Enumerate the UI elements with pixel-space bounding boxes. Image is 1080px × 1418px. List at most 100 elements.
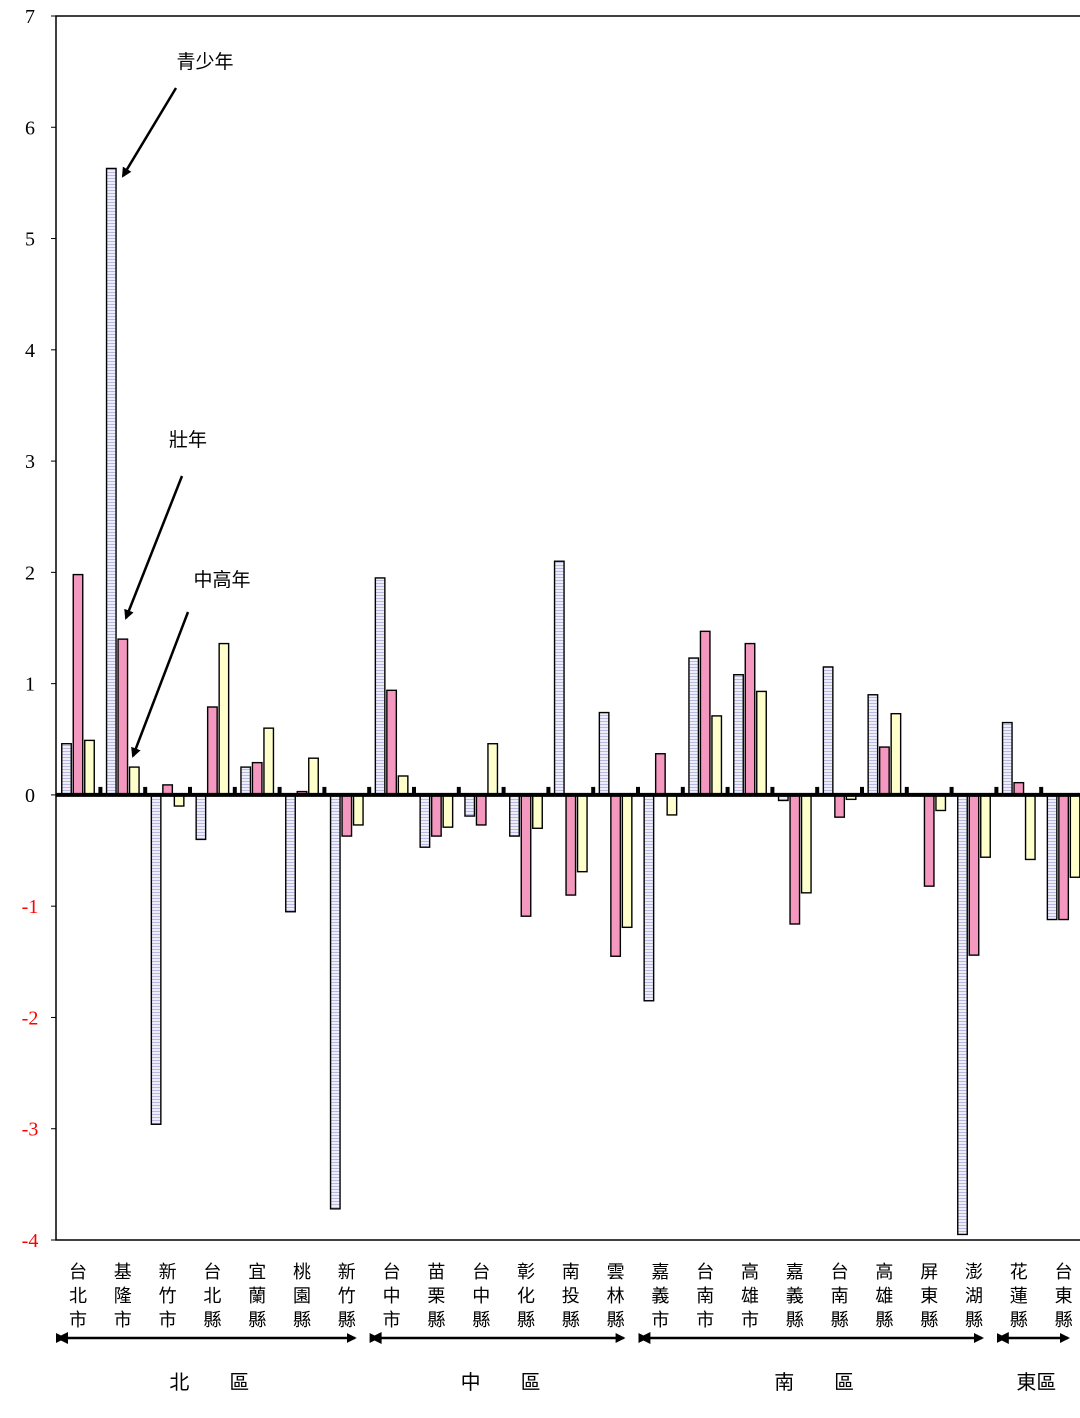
bar <box>150 794 162 1125</box>
axis-tick-mark <box>456 786 461 795</box>
axis-tick-mark <box>636 786 640 795</box>
bar <box>654 753 666 796</box>
bar <box>800 794 812 894</box>
y-tick-label: 6 <box>25 117 35 139</box>
y-tick-label: -3 <box>22 1119 39 1141</box>
axis-tick-mark <box>904 786 909 795</box>
bar <box>867 694 879 796</box>
y-tick-label: -2 <box>22 1007 39 1029</box>
x-category-label: 苗栗縣 <box>427 1262 445 1331</box>
region-arrow-start <box>638 1332 651 1344</box>
bar <box>84 739 95 796</box>
y-tick-label: 7 <box>25 6 35 28</box>
y-tick-label: 5 <box>25 229 35 251</box>
bar <box>419 794 431 848</box>
x-category-label: 台北縣 <box>203 1262 221 1331</box>
bar <box>487 743 499 796</box>
bar <box>699 630 711 796</box>
y-tick-label: 2 <box>25 562 35 584</box>
axis-tick-mark <box>680 786 685 795</box>
bar <box>789 794 801 925</box>
x-category-label: 台中縣 <box>472 1262 490 1331</box>
x-category-label: 雲林縣 <box>607 1262 625 1331</box>
bar <box>834 794 846 818</box>
annotation-arrow <box>124 475 184 620</box>
region-arrow-start <box>369 1332 382 1344</box>
annotation-label: 青少年 <box>176 51 233 73</box>
bar <box>386 689 398 796</box>
bar <box>352 794 364 826</box>
axis-tick-mark <box>501 786 506 795</box>
bar <box>72 573 84 796</box>
bar <box>105 167 117 796</box>
axis-tick-mark <box>591 786 596 795</box>
x-category-label: 嘉義縣 <box>786 1262 804 1331</box>
y-tick-label: -1 <box>22 896 39 918</box>
bar <box>711 715 723 796</box>
bar <box>1069 794 1080 878</box>
y-tick-label: 3 <box>25 451 35 473</box>
axis-tick-mark <box>232 786 237 795</box>
bar <box>1024 794 1036 861</box>
annotation-label: 中高年 <box>193 569 250 591</box>
x-category-label: 台東縣 <box>1055 1262 1073 1331</box>
bar <box>744 642 756 796</box>
x-category-label: 高雄市 <box>741 1262 759 1331</box>
plot-area-border <box>55 15 1080 1241</box>
bar <box>442 794 454 828</box>
axis-tick-mark <box>367 786 372 795</box>
bar <box>285 794 296 913</box>
bar <box>666 794 678 816</box>
bar <box>553 560 565 796</box>
bar <box>397 775 409 796</box>
bar <box>206 706 218 796</box>
bar <box>565 794 577 896</box>
bar <box>128 766 140 796</box>
bar <box>329 794 341 1210</box>
bar <box>240 766 252 796</box>
bar <box>957 794 968 1236</box>
axis-tick-mark <box>860 786 864 795</box>
bar <box>195 794 207 841</box>
bar <box>263 727 275 796</box>
x-category-label: 宜蘭縣 <box>248 1262 266 1331</box>
bar <box>610 794 622 957</box>
x-category-label: 南投縣 <box>562 1262 580 1331</box>
bar <box>688 657 700 796</box>
bar <box>980 794 991 858</box>
axis-tick-mark <box>188 786 192 795</box>
bar <box>1001 721 1013 796</box>
bar <box>733 674 744 796</box>
x-category-label: 新竹縣 <box>338 1262 356 1331</box>
bar <box>251 761 263 796</box>
y-tick-label: 0 <box>25 785 35 807</box>
region-label: 北 區 <box>169 1370 249 1394</box>
bar <box>621 794 633 929</box>
region-label: 南 區 <box>774 1370 854 1394</box>
bar <box>822 666 834 796</box>
axis-tick-mark <box>994 786 999 795</box>
x-category-label: 澎湖縣 <box>965 1262 983 1331</box>
axis-tick-mark <box>770 786 775 795</box>
axis-tick-mark <box>277 786 282 795</box>
bar <box>598 711 610 796</box>
bar <box>374 577 386 796</box>
y-tick-label: -4 <box>22 1230 39 1252</box>
region-label: 東區 <box>1016 1370 1056 1394</box>
y-tick-label: 4 <box>25 340 35 362</box>
region-arrow-start <box>56 1332 68 1344</box>
bar <box>935 794 947 812</box>
annotation-arrow <box>121 87 178 178</box>
axis-tick-mark <box>949 786 954 795</box>
annotation-arrow <box>131 611 190 758</box>
bar <box>509 794 520 837</box>
y-tick-label: 1 <box>25 674 35 696</box>
x-category-label: 屏東縣 <box>920 1262 938 1331</box>
bar <box>756 690 767 796</box>
axis-tick-mark <box>322 786 327 795</box>
bar <box>576 794 588 873</box>
x-category-label: 嘉義市 <box>651 1262 669 1331</box>
bar <box>308 757 319 796</box>
region-arrow-start <box>996 1332 1009 1344</box>
axis-tick-mark <box>546 786 551 795</box>
